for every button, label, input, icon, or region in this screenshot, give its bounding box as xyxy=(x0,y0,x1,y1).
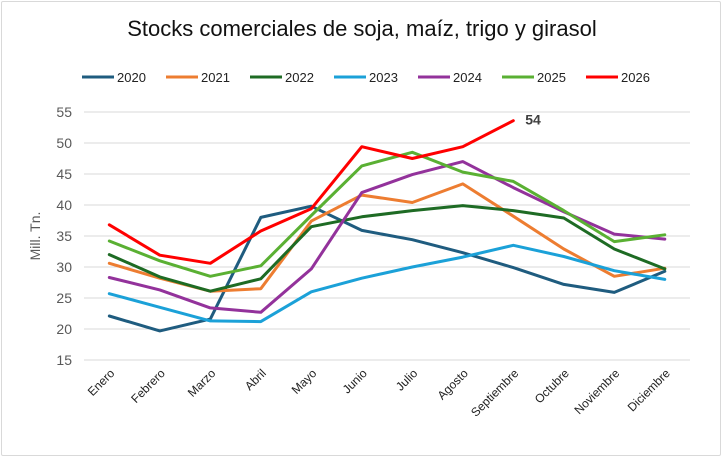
legend-label: 2023 xyxy=(369,70,398,85)
x-tick-label: Diciembre xyxy=(625,366,673,414)
y-tick-label: 35 xyxy=(56,228,72,244)
x-tick-label: Abril xyxy=(242,366,269,393)
series-line-2024 xyxy=(107,160,667,314)
data-label: 54 xyxy=(525,112,541,128)
series-line-2026 xyxy=(107,119,515,265)
x-tick-label: Noviembre xyxy=(571,366,622,417)
series-line-2022 xyxy=(107,204,667,293)
x-tick-label: Junio xyxy=(340,366,370,396)
y-tick-label: 25 xyxy=(56,290,72,306)
y-tick-label: 20 xyxy=(56,321,72,337)
legend-label: 2022 xyxy=(285,70,314,85)
series-line-2021 xyxy=(107,182,667,293)
series-line-2025 xyxy=(107,150,667,278)
series-line-2020 xyxy=(107,204,667,333)
legend-label: 2020 xyxy=(117,70,146,85)
series-line-2023 xyxy=(107,243,667,324)
x-tick-label: Agosto xyxy=(435,366,472,403)
y-tick-label: 45 xyxy=(56,166,72,182)
y-axis-label: Mill. Tn. xyxy=(27,212,43,261)
chart-title: Stocks comerciales de soja, maíz, trigo … xyxy=(127,16,597,41)
x-tick-label: Mayo xyxy=(289,366,320,397)
legend-label: 2024 xyxy=(453,70,482,85)
x-tick-label: Octubre xyxy=(532,366,572,406)
y-tick-label: 15 xyxy=(56,352,72,368)
y-tick-label: 55 xyxy=(56,104,72,120)
legend-label: 2025 xyxy=(537,70,566,85)
y-tick-label: 40 xyxy=(56,197,72,213)
y-tick-label: 30 xyxy=(56,259,72,275)
legend-label: 2026 xyxy=(621,70,650,85)
x-tick-label: Marzo xyxy=(185,366,219,400)
x-tick-label: Julio xyxy=(393,366,421,394)
x-tick-label: Enero xyxy=(85,366,118,399)
x-tick-label: Febrero xyxy=(128,366,168,406)
y-tick-label: 50 xyxy=(56,135,72,151)
legend-label: 2021 xyxy=(201,70,230,85)
x-tick-label: Septiembre xyxy=(468,366,522,420)
